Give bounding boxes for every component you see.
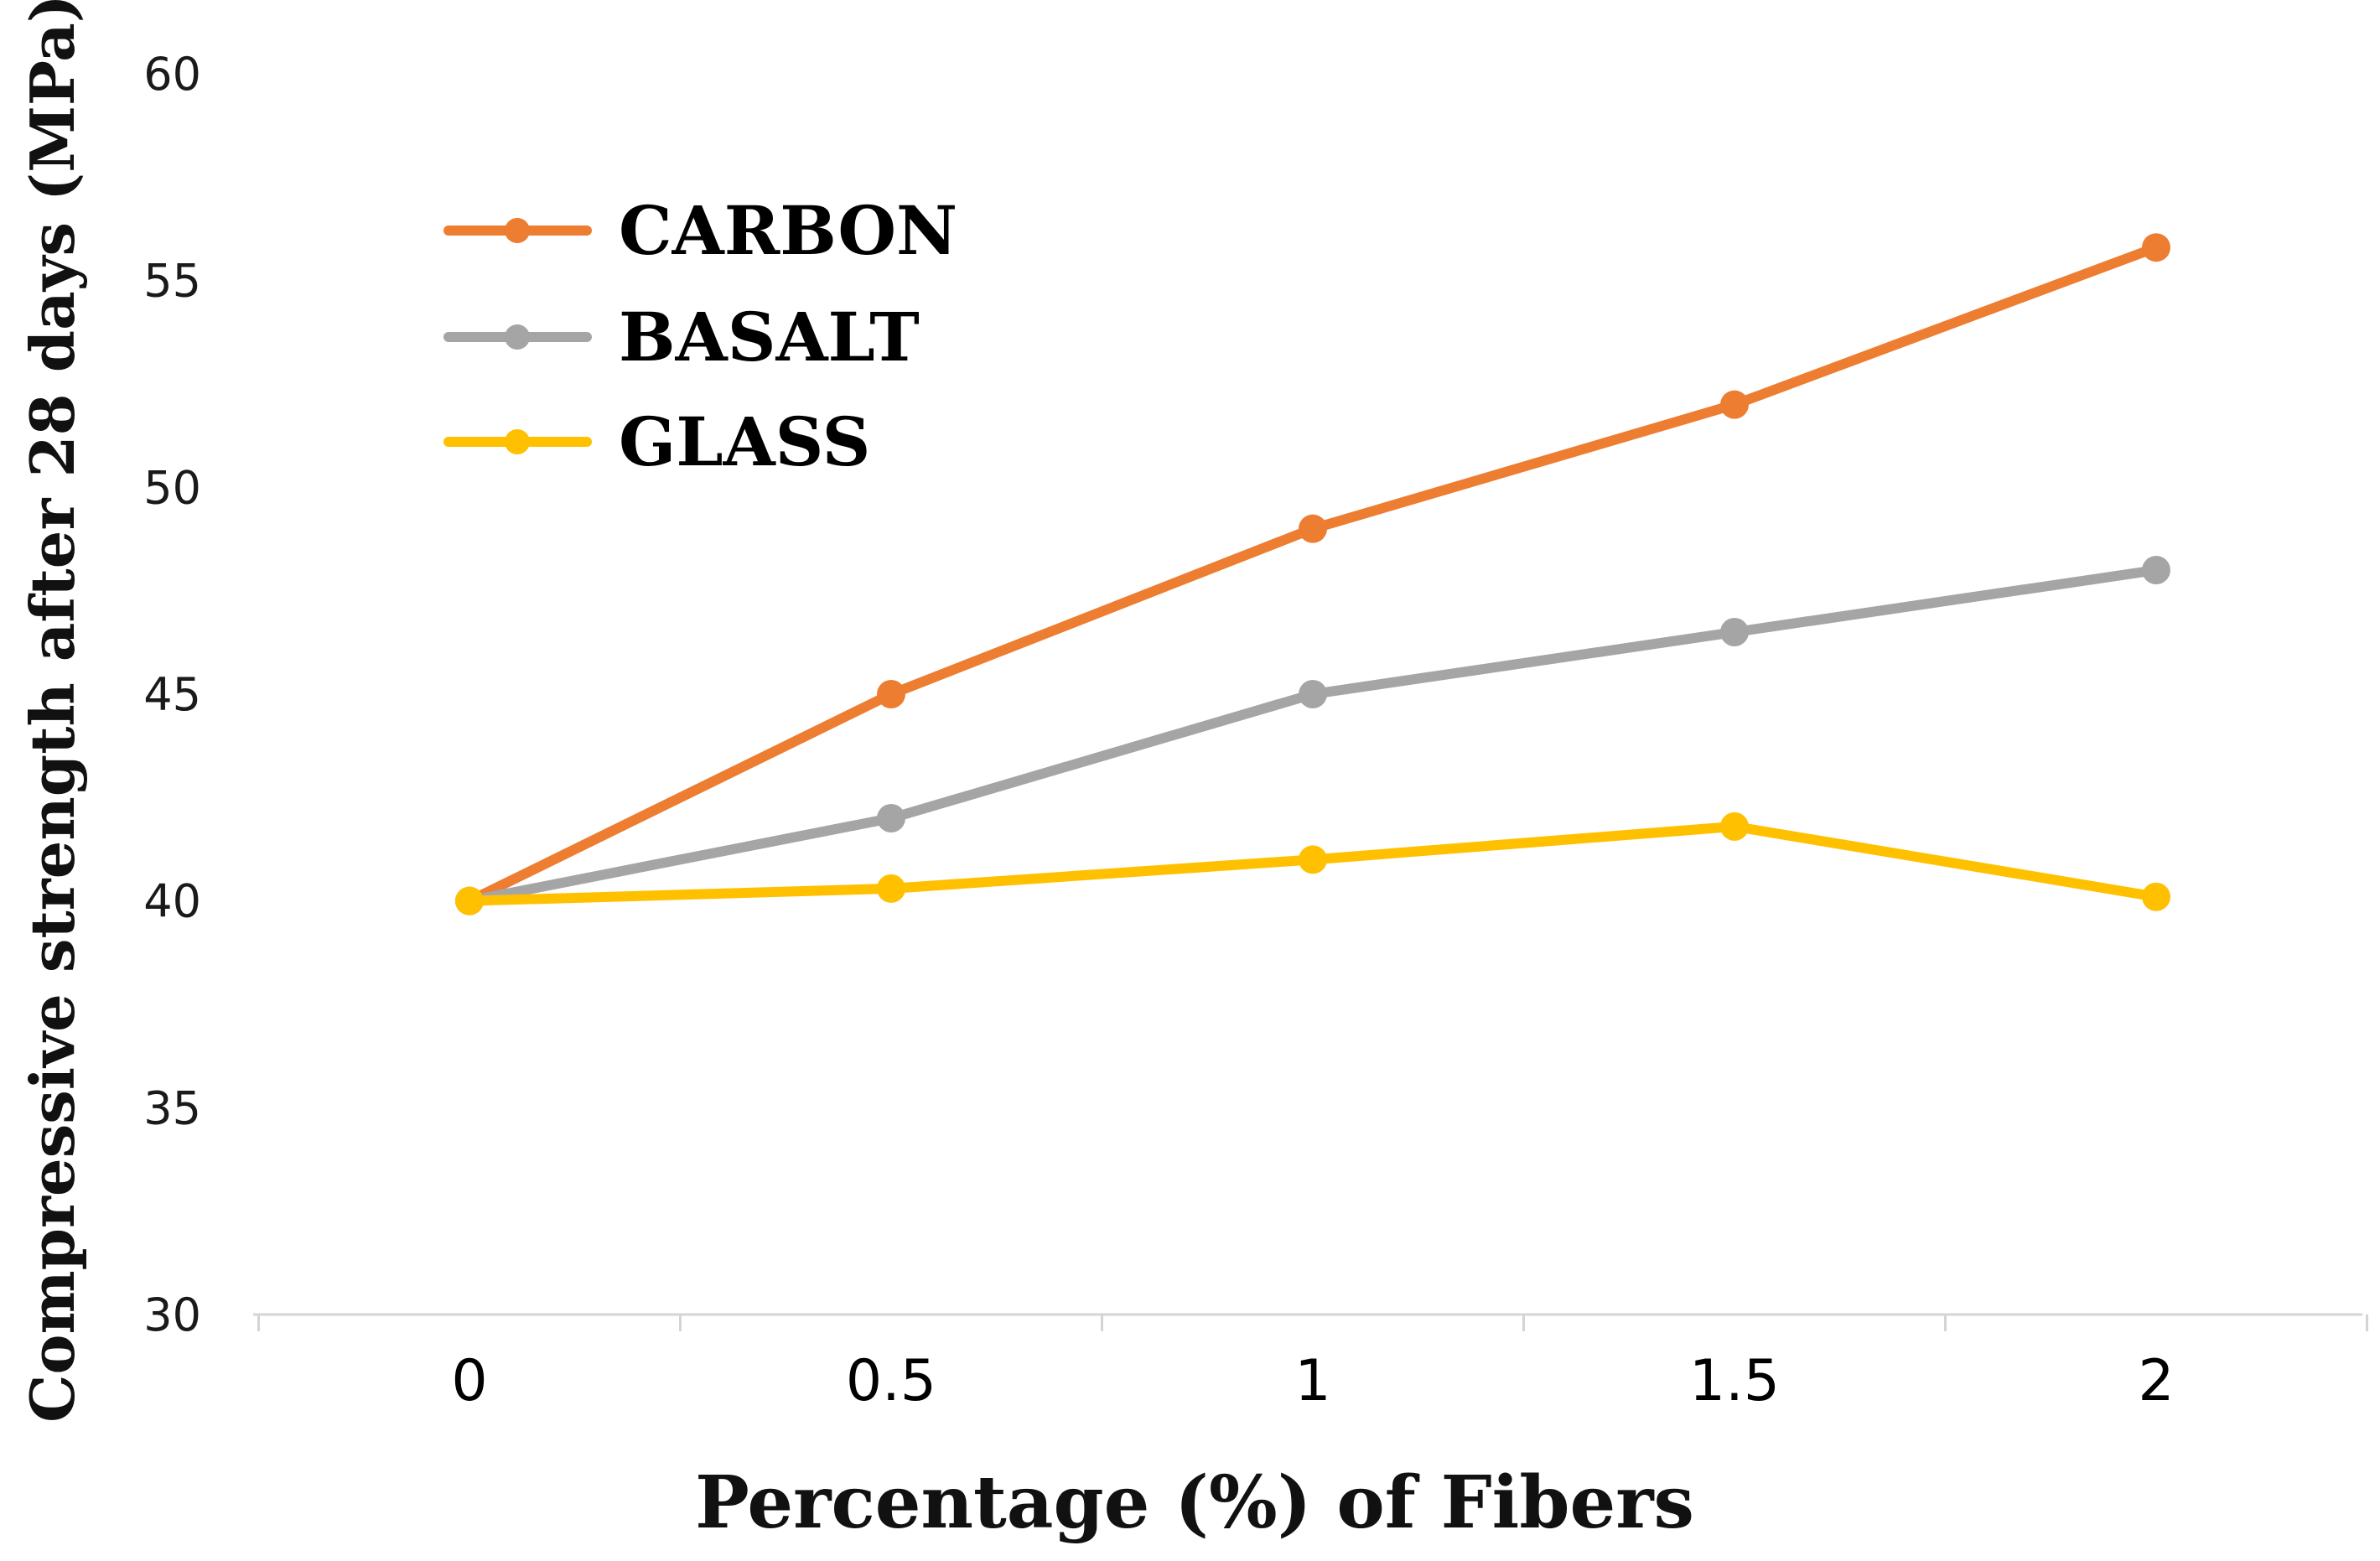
legend-swatch-marker [505, 429, 530, 454]
x-tick-label: 0.5 [846, 1348, 936, 1414]
legend-label: CARBON [619, 191, 957, 270]
legend-item-glass: GLASS [443, 402, 870, 481]
data-point [1720, 618, 1749, 646]
x-tick-label: 1.5 [1689, 1348, 1780, 1414]
x-tick-label: 2 [2138, 1348, 2174, 1414]
data-point [1720, 812, 1749, 841]
y-tick-label: 30 [143, 1289, 201, 1341]
y-tick-label: 55 [143, 255, 201, 308]
data-point [877, 804, 905, 832]
y-tick-label: 40 [143, 875, 201, 928]
data-point [877, 680, 905, 708]
data-point [1299, 845, 1327, 874]
data-point [877, 874, 905, 903]
y-axis-title: Compressive strength after 28 days (MPa) [17, 0, 88, 1423]
data-point [455, 886, 484, 915]
legend-swatch-marker [505, 218, 530, 243]
legend-swatch-marker [505, 324, 530, 350]
y-tick-label: 45 [143, 668, 201, 721]
x-tick-label: 1 [1294, 1348, 1330, 1414]
data-point [1299, 514, 1327, 543]
legend-label: GLASS [619, 402, 870, 481]
x-axis-title: Percentage (%) of Fibers [695, 1460, 1694, 1545]
legend-label: BASALT [619, 298, 920, 376]
data-point [2142, 233, 2170, 262]
series-layer [455, 233, 2170, 915]
data-point [2142, 556, 2170, 584]
legend-item-carbon: CARBON [443, 191, 957, 270]
x-axis-ticks: 0 0.5 1 1.5 2 [451, 1348, 2174, 1414]
legend: CARBON BASALT GLASS [443, 191, 957, 481]
x-tick-label: 0 [451, 1348, 487, 1414]
data-point [1720, 390, 1749, 419]
y-tick-label: 60 [143, 48, 201, 101]
x-axis-separators [257, 1315, 2368, 1331]
series-carbon [455, 233, 2170, 915]
legend-item-basalt: BASALT [443, 298, 920, 376]
y-axis-ticks: 30 35 40 45 50 55 60 [143, 48, 201, 1341]
y-tick-label: 35 [143, 1081, 201, 1134]
y-tick-label: 50 [143, 461, 201, 514]
data-point [1299, 680, 1327, 708]
data-point [2142, 882, 2170, 911]
series-glass [455, 812, 2170, 915]
